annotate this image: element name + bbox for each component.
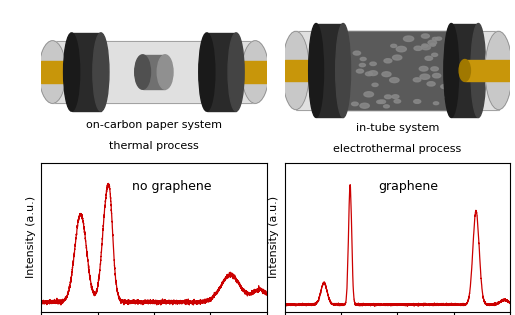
Ellipse shape — [39, 41, 66, 103]
Ellipse shape — [448, 102, 456, 107]
Bar — [212, 61, 267, 83]
Ellipse shape — [430, 43, 436, 46]
Text: thermal process: thermal process — [109, 140, 199, 151]
Ellipse shape — [427, 82, 435, 86]
Ellipse shape — [451, 36, 460, 41]
Text: in-tube system: in-tube system — [355, 123, 439, 133]
Ellipse shape — [324, 60, 335, 81]
Ellipse shape — [413, 78, 421, 82]
Bar — [207, 33, 236, 111]
Ellipse shape — [445, 90, 453, 94]
Text: on-carbon paper system: on-carbon paper system — [86, 120, 222, 130]
Ellipse shape — [382, 72, 391, 77]
Ellipse shape — [414, 46, 422, 50]
Ellipse shape — [485, 31, 512, 110]
Ellipse shape — [385, 95, 391, 99]
Bar — [330, 31, 465, 110]
Ellipse shape — [392, 95, 399, 99]
FancyBboxPatch shape — [296, 31, 499, 110]
Bar — [316, 24, 343, 117]
Ellipse shape — [419, 66, 428, 71]
Ellipse shape — [359, 63, 366, 67]
Ellipse shape — [421, 45, 431, 50]
Ellipse shape — [445, 95, 453, 99]
Ellipse shape — [369, 71, 377, 76]
Ellipse shape — [421, 34, 430, 38]
Ellipse shape — [157, 55, 173, 89]
Ellipse shape — [444, 24, 459, 117]
Ellipse shape — [90, 61, 101, 83]
Ellipse shape — [432, 53, 438, 56]
Ellipse shape — [282, 31, 310, 110]
Ellipse shape — [360, 103, 369, 108]
Bar — [284, 60, 330, 81]
Ellipse shape — [333, 66, 341, 71]
Ellipse shape — [352, 102, 358, 106]
Ellipse shape — [441, 84, 449, 89]
Ellipse shape — [377, 100, 383, 104]
Ellipse shape — [360, 57, 366, 60]
Ellipse shape — [403, 36, 414, 42]
Ellipse shape — [228, 33, 244, 111]
Ellipse shape — [356, 69, 364, 73]
Ellipse shape — [433, 37, 438, 40]
Text: graphene: graphene — [379, 180, 438, 193]
Ellipse shape — [396, 46, 406, 52]
Ellipse shape — [450, 88, 458, 92]
Ellipse shape — [445, 89, 453, 93]
Ellipse shape — [63, 33, 80, 111]
Bar — [143, 55, 165, 89]
Ellipse shape — [471, 24, 486, 117]
Ellipse shape — [390, 77, 399, 83]
Ellipse shape — [353, 51, 360, 55]
Ellipse shape — [447, 71, 456, 76]
Ellipse shape — [372, 83, 378, 87]
Ellipse shape — [379, 100, 386, 104]
Ellipse shape — [370, 62, 376, 66]
Ellipse shape — [207, 61, 218, 83]
Ellipse shape — [428, 40, 437, 45]
Ellipse shape — [93, 33, 109, 111]
Y-axis label: Intensity (a.u.): Intensity (a.u.) — [26, 196, 36, 278]
Ellipse shape — [391, 44, 397, 48]
Y-axis label: Intensity (a.u.): Intensity (a.u.) — [269, 196, 279, 278]
Ellipse shape — [420, 74, 430, 79]
Ellipse shape — [425, 56, 433, 60]
Text: no graphene: no graphene — [132, 180, 212, 193]
Bar — [465, 60, 510, 81]
Ellipse shape — [452, 56, 457, 59]
Ellipse shape — [384, 105, 389, 108]
Bar — [72, 33, 101, 111]
FancyBboxPatch shape — [53, 41, 255, 103]
Ellipse shape — [436, 37, 441, 40]
Ellipse shape — [366, 72, 372, 76]
Ellipse shape — [340, 48, 348, 52]
Ellipse shape — [384, 59, 392, 63]
Ellipse shape — [392, 55, 402, 60]
Ellipse shape — [422, 44, 428, 47]
Ellipse shape — [394, 100, 401, 103]
Ellipse shape — [331, 74, 339, 78]
Ellipse shape — [433, 73, 441, 78]
Ellipse shape — [337, 65, 345, 70]
Ellipse shape — [364, 92, 373, 97]
Ellipse shape — [135, 55, 150, 89]
Ellipse shape — [308, 24, 323, 117]
Text: electrothermal process: electrothermal process — [333, 144, 461, 154]
Ellipse shape — [336, 24, 351, 117]
Ellipse shape — [414, 100, 421, 103]
Ellipse shape — [459, 60, 470, 81]
Ellipse shape — [242, 41, 269, 103]
Bar — [41, 61, 95, 83]
Ellipse shape — [434, 102, 439, 105]
Ellipse shape — [199, 33, 215, 111]
Bar — [451, 24, 478, 117]
Ellipse shape — [431, 67, 438, 71]
